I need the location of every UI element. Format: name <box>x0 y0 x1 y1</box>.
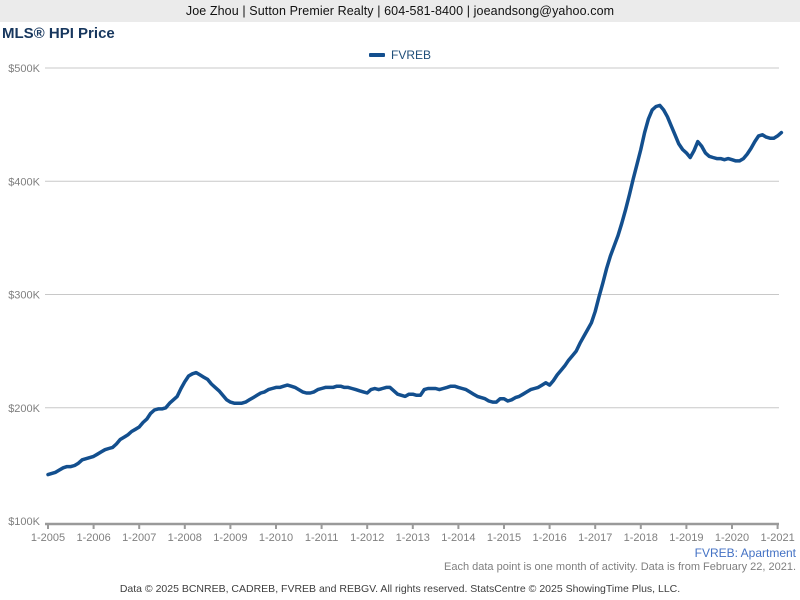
x-axis-label: 1-2010 <box>259 532 293 544</box>
x-axis-label: 1-2013 <box>396 532 430 544</box>
x-axis-label: 1-2007 <box>122 532 156 544</box>
chart-legend: FVREB <box>0 48 800 62</box>
copyright-note: Data © 2025 BCNREB, CADREB, FVREB and RE… <box>119 583 681 595</box>
x-axis-label: 1-2012 <box>350 532 384 544</box>
page-title: MLS® HPI Price <box>2 25 115 42</box>
x-axis-label: 1-2014 <box>441 532 475 544</box>
contact-info-text: Joe Zhou | Sutton Premier Realty | 604-5… <box>185 4 615 18</box>
x-axis-label: 1-2021 <box>760 532 794 544</box>
series-description-note: FVREB: Apartment <box>694 546 796 560</box>
x-axis-label: 1-2020 <box>715 532 749 544</box>
x-axis-label: 1-2008 <box>168 532 202 544</box>
x-axis-label: 1-2018 <box>624 532 658 544</box>
legend-line-swatch <box>368 53 385 57</box>
y-axis-label: $200K <box>8 403 40 415</box>
y-axis-label: $500K <box>8 63 40 75</box>
x-axis-label: 1-2011 <box>305 532 338 544</box>
x-axis-label: 1-2005 <box>31 532 65 544</box>
y-axis-label: $400K <box>8 176 40 188</box>
x-axis-label: 1-2015 <box>487 532 521 544</box>
y-axis-label: $100K <box>8 516 40 528</box>
x-axis-label: 1-2017 <box>578 532 612 544</box>
legend-series-label: FVREB <box>390 48 431 62</box>
x-axis-label: 1-2009 <box>213 532 247 544</box>
contact-header-bar: Joe Zhou | Sutton Premier Realty | 604-5… <box>0 0 800 22</box>
x-axis-label: 1-2016 <box>532 532 566 544</box>
x-axis-label: 1-2006 <box>76 532 110 544</box>
data-freshness-note: Each data point is one month of activity… <box>444 561 796 573</box>
y-axis-label: $300K <box>8 290 40 302</box>
series-line-fvreb <box>46 103 784 477</box>
x-axis-label: 1-2019 <box>669 532 703 544</box>
